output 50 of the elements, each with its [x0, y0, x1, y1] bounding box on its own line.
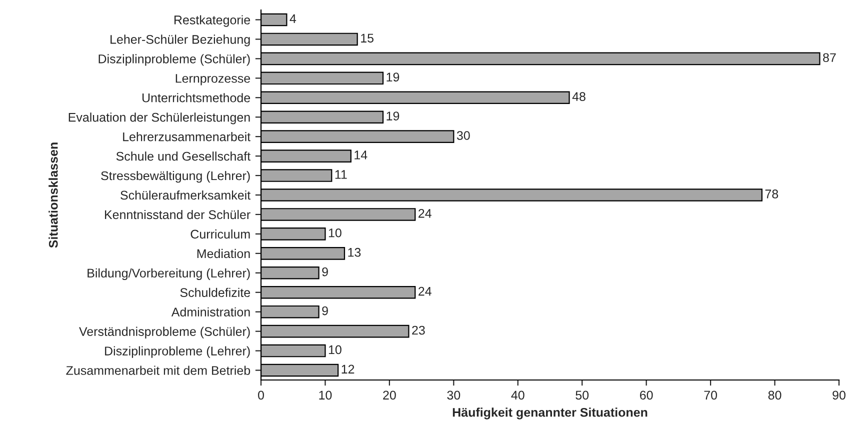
y-tick-label: Lehrerzusammenarbeit — [123, 132, 250, 142]
y-tick-label: Unterrichtsmethode — [142, 93, 250, 102]
data-label: 19 — [386, 72, 400, 82]
data-label: 23 — [412, 326, 425, 335]
y-tick-label: Stressbewältigung (Lehrer) — [101, 170, 250, 183]
data-label: 19 — [386, 112, 400, 120]
data-label: 30 — [456, 131, 470, 140]
y-tick-label: Administration — [171, 307, 250, 316]
y-tick-label: Verständnisprobleme (Schüler) — [79, 326, 250, 338]
data-label: 14 — [354, 150, 368, 160]
y-tick-label: Curriculum — [190, 229, 250, 239]
data-label: 4 — [290, 14, 296, 23]
y-tick-label: Disziplinprobleme (Schüler) — [98, 54, 250, 66]
x-tick-label: 30 — [447, 390, 460, 400]
data-label: 11 — [335, 170, 347, 179]
y-tick-label: Schüleraufmerksamkeit — [120, 190, 250, 200]
data-label: 10 — [328, 345, 342, 354]
data-label: 13 — [348, 248, 361, 257]
y-tick-label: Bildung/Vorbereitung (Lehrer) — [88, 268, 250, 280]
x-tick-label: 0 — [258, 390, 264, 400]
y-tick-label: Zusammenarbeit mit dem Betrieb — [66, 366, 250, 375]
y-tick-label: Kenntnisstand der Schüler — [105, 210, 250, 220]
y-tick-label: Leher-Schüler Beziehung — [110, 34, 250, 46]
x-tick-label: 20 — [383, 390, 396, 400]
y-axis-title: Situationsklassen — [48, 142, 58, 248]
data-label: 9 — [322, 306, 328, 316]
y-tick-label: Mediation — [197, 248, 250, 258]
y-tick-label: Schule und Gesellschaft — [116, 152, 250, 161]
x-tick-label: 50 — [576, 390, 589, 400]
y-tick-label: Disziplinprobleme (Lehrer) — [105, 346, 250, 358]
data-label: 87 — [823, 53, 836, 62]
data-label: 24 — [418, 208, 432, 218]
data-label: 48 — [572, 92, 586, 101]
y-tick-label: Lernprozesse — [176, 74, 250, 86]
x-tick-label: 70 — [704, 390, 718, 400]
data-label: 9 — [322, 267, 328, 276]
x-tick-label: 10 — [319, 390, 332, 400]
data-label: 78 — [765, 190, 778, 198]
x-tick-label: 60 — [640, 390, 653, 400]
x-tick-label: 80 — [768, 390, 782, 400]
x-tick-label: 90 — [832, 390, 846, 400]
data-label: 15 — [361, 34, 374, 43]
data-label: 10 — [328, 228, 342, 238]
data-label: 24 — [418, 286, 432, 296]
x-tick-label: 40 — [511, 390, 524, 400]
y-tick-label: Restkategorie — [174, 15, 250, 27]
y-tick-label: Evaluation der Schülerleistungen — [68, 112, 250, 124]
y-tick-label: Schuldefizite — [180, 288, 250, 298]
x-axis-title: Häufigkeit genannter Situationen — [452, 408, 648, 420]
data-label: 12 — [342, 364, 354, 374]
